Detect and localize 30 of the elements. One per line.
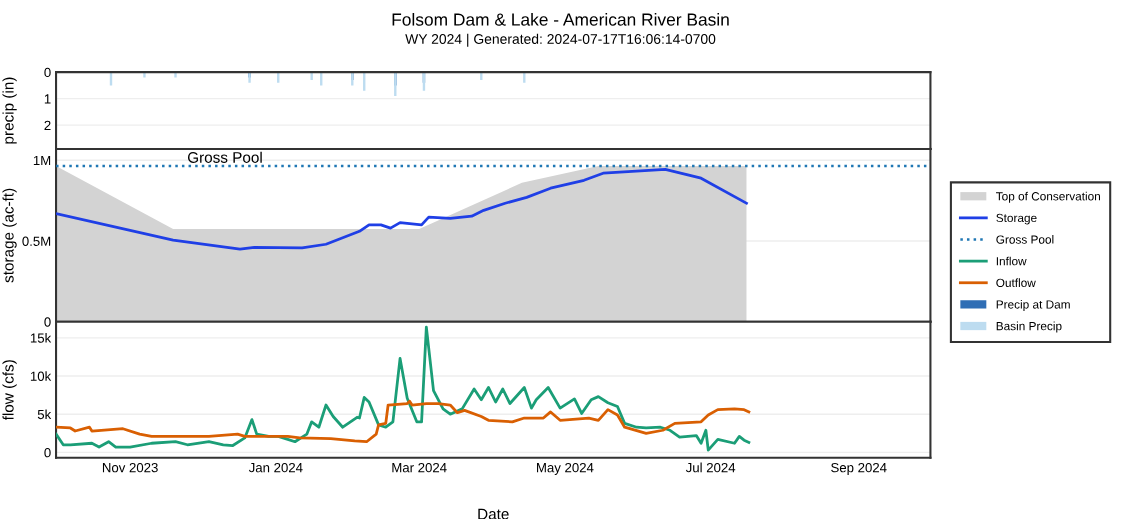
y-axis-title: storage (ac-ft) <box>2 188 17 283</box>
legend-label: Storage <box>996 213 1037 225</box>
y-axis-title: precip (in) <box>2 77 17 144</box>
chart-title: Folsom Dam & Lake - American River Basin <box>392 12 729 26</box>
x-tick-label: Jul 2024 <box>685 462 736 473</box>
ref-line-label: Gross Pool <box>187 151 262 163</box>
legend-label: Precip at Dam <box>996 299 1070 311</box>
y-tick-label: 2 <box>44 120 51 130</box>
legend-label: Basin Precip <box>996 321 1062 333</box>
x-tick-label: Sep 2024 <box>831 462 887 475</box>
legend-label: Inflow <box>996 256 1027 266</box>
y-tick-label: 1 <box>44 94 51 104</box>
y-tick-label: 0.5M <box>22 236 51 246</box>
chart-subtitle: WY 2024 | Generated: 2024-07-17T16:06:14-0700 <box>405 33 716 47</box>
text: Gross Pool <box>996 235 1054 244</box>
legend-label: Top of Conservation <box>996 191 1100 203</box>
y-tick-label: 0 <box>44 317 51 327</box>
x-tick-label: May 2024 <box>537 462 594 475</box>
y-tick-label: 10k <box>30 371 52 381</box>
x-tick-label: Mar 2024 <box>392 462 447 473</box>
y-tick-label: 5k <box>37 409 52 420</box>
y-tick-label: 0 <box>44 67 51 78</box>
y-tick-label: 0 <box>44 447 51 458</box>
legend-label: Outflow <box>996 278 1036 287</box>
x-tick-label: Jan 2024 <box>248 462 303 473</box>
x-tick-label: Nov 2023 <box>102 462 158 473</box>
y-tick-label: 15k <box>30 333 52 343</box>
y-axis-title: flow (cfs) <box>2 360 17 421</box>
x-axis-title: Date <box>478 508 509 519</box>
y-tick-label: 1M <box>33 155 51 166</box>
